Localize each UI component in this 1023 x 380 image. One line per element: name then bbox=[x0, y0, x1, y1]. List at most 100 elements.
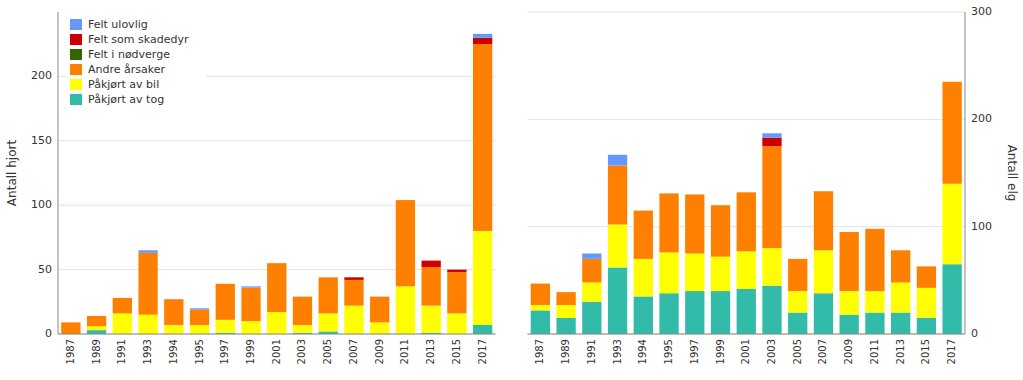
x-tick-label: 1997 bbox=[219, 339, 230, 364]
bar-segment bbox=[113, 313, 132, 334]
bar-segment bbox=[422, 261, 441, 267]
y-axis-line bbox=[965, 12, 966, 334]
bar-segment bbox=[762, 248, 781, 286]
bar-segment bbox=[608, 165, 627, 224]
bar-segment bbox=[840, 315, 859, 334]
bar-segment bbox=[865, 228, 884, 229]
x-tick-label: 1999 bbox=[245, 339, 256, 364]
bar-segment bbox=[396, 286, 415, 334]
bar-segment bbox=[556, 292, 575, 293]
bar-segment bbox=[711, 205, 730, 206]
bar-segment bbox=[267, 263, 286, 264]
legend-swatch bbox=[70, 64, 82, 75]
bar-segment bbox=[608, 267, 627, 334]
x-tick-label: 2017 bbox=[946, 339, 957, 364]
bar-segment bbox=[685, 254, 704, 292]
legend-label: Felt i nødverge bbox=[88, 48, 170, 61]
bar-segment bbox=[267, 312, 286, 334]
bar-segment bbox=[447, 313, 466, 334]
x-tick-label: 2003 bbox=[766, 339, 777, 364]
bar-segment bbox=[814, 293, 833, 334]
bar-segment bbox=[917, 266, 936, 267]
y-axis-line bbox=[58, 12, 59, 334]
bar-segment bbox=[216, 284, 235, 320]
bar-segment bbox=[891, 282, 910, 312]
bar-segment bbox=[61, 322, 80, 323]
bar-segment bbox=[370, 296, 389, 297]
bar-segment bbox=[737, 192, 756, 251]
bar-segment bbox=[865, 229, 884, 291]
bar-segment bbox=[556, 292, 575, 293]
bar-segment bbox=[556, 318, 575, 334]
bar-segment bbox=[788, 259, 807, 291]
bar-segment bbox=[737, 192, 756, 193]
bar-segment bbox=[216, 283, 235, 284]
x-tick-label: 2015 bbox=[451, 339, 462, 364]
bar-segment bbox=[87, 315, 106, 316]
bar-segment bbox=[608, 225, 627, 268]
bar-segment bbox=[87, 315, 106, 316]
bar-segment bbox=[87, 326, 106, 330]
bar-segment bbox=[634, 211, 653, 259]
bar-segment bbox=[396, 200, 415, 201]
bar-segment bbox=[370, 296, 389, 297]
bar-segment bbox=[113, 297, 132, 298]
bar-segment bbox=[293, 325, 312, 333]
bar-segment bbox=[556, 305, 575, 318]
x-tick-label: 2011 bbox=[869, 339, 880, 364]
bar-segment bbox=[840, 232, 859, 233]
bar-segment bbox=[447, 272, 466, 313]
bar-segment bbox=[396, 200, 415, 286]
bar-segment bbox=[814, 191, 833, 192]
bar-segment bbox=[659, 293, 678, 334]
bar-segment bbox=[473, 231, 492, 325]
bar-segment bbox=[190, 310, 209, 325]
x-tick-label: 1987 bbox=[65, 339, 76, 364]
bar-segment bbox=[685, 194, 704, 253]
legend-label: Felt som skadedyr bbox=[88, 33, 189, 46]
x-axis-line bbox=[528, 334, 966, 335]
y-tick-label: 200 bbox=[31, 69, 52, 82]
x-tick-label: 1991 bbox=[116, 339, 127, 364]
bar-segment bbox=[917, 266, 936, 287]
bar-segment bbox=[711, 291, 730, 334]
x-tick-label: 1994 bbox=[637, 339, 648, 364]
bar-segment bbox=[422, 260, 441, 261]
bar-segment bbox=[737, 192, 756, 193]
bar-segment bbox=[659, 193, 678, 194]
bar-segment bbox=[762, 138, 781, 147]
x-tick-label: 1995 bbox=[663, 339, 674, 364]
bar-segment bbox=[865, 291, 884, 312]
bar-segment bbox=[865, 228, 884, 229]
grid-line bbox=[528, 334, 966, 335]
y-tick-label: 100 bbox=[31, 198, 52, 211]
x-tick-label: 1993 bbox=[612, 339, 623, 364]
x-tick-label: 1989 bbox=[91, 339, 102, 364]
bar-segment bbox=[370, 322, 389, 334]
bar-segment bbox=[942, 184, 961, 265]
bar-segment bbox=[762, 146, 781, 248]
x-tick-label: 2017 bbox=[477, 339, 488, 364]
bar-segment bbox=[164, 299, 183, 300]
bar-segment bbox=[762, 133, 781, 137]
bar-segment bbox=[531, 284, 550, 305]
bar-segment bbox=[737, 251, 756, 289]
grid-line bbox=[58, 205, 496, 206]
bar-segment bbox=[61, 322, 80, 334]
bar-segment bbox=[942, 264, 961, 334]
bar-segment bbox=[840, 232, 859, 233]
bar-segment bbox=[447, 270, 466, 273]
bar-segment bbox=[113, 298, 132, 313]
bar-segment bbox=[319, 313, 338, 331]
bar-segment bbox=[582, 254, 601, 259]
bar-segment bbox=[891, 250, 910, 282]
legend-background bbox=[66, 14, 206, 112]
legend-swatch bbox=[70, 34, 82, 45]
x-axis-line bbox=[58, 334, 496, 335]
bar-segment bbox=[267, 263, 286, 264]
bar-segment bbox=[370, 296, 389, 297]
bar-segment bbox=[917, 266, 936, 267]
x-tick-label: 1999 bbox=[715, 339, 726, 364]
bar-segment bbox=[267, 263, 286, 264]
bar-segment bbox=[138, 315, 157, 334]
